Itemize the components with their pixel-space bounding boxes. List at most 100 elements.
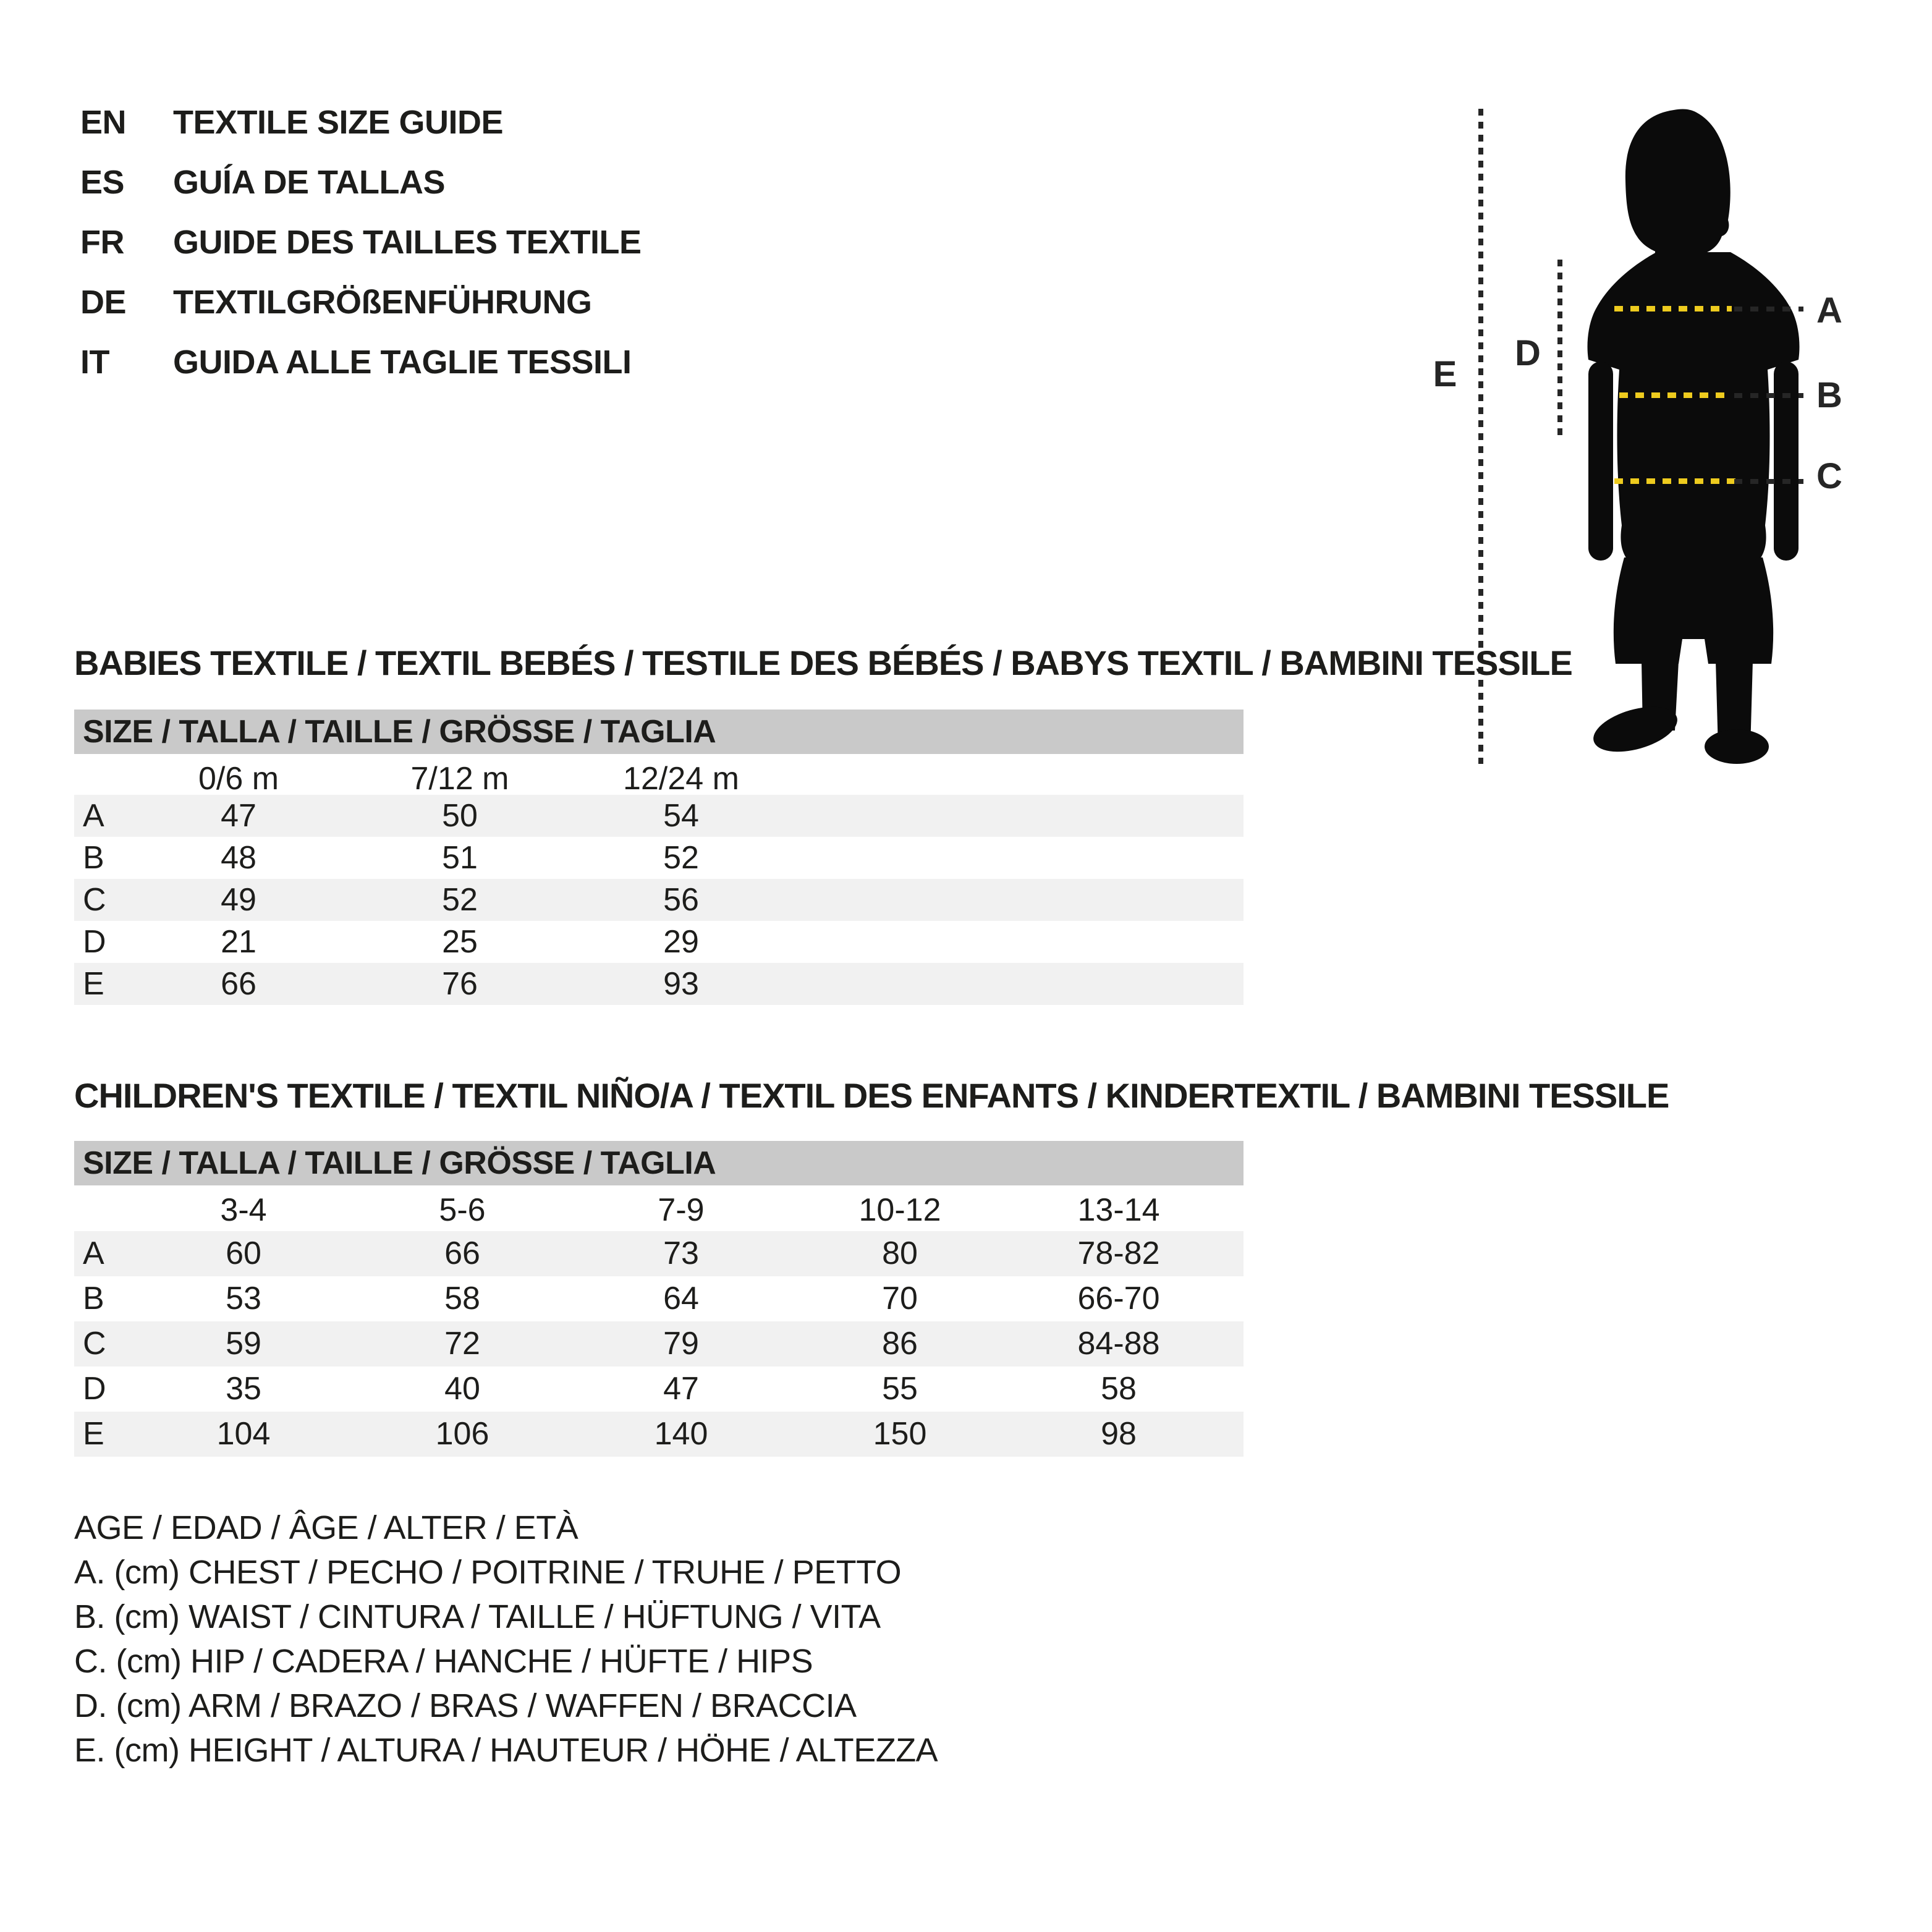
table-cell: 50	[442, 798, 478, 834]
row-label: B	[83, 1281, 104, 1316]
table-cell: 72	[444, 1326, 480, 1362]
table-row: E 66 76 93	[74, 963, 1244, 1005]
table-cell: 55	[882, 1371, 918, 1407]
row-label: D	[83, 924, 106, 960]
table-cell: 66	[444, 1235, 480, 1271]
table-cell: 59	[226, 1326, 261, 1362]
language-title: GUIDA ALLE TAGLIE TESSILI	[173, 344, 632, 381]
table-row: C 49 52 56	[74, 879, 1244, 921]
chest-measure-dash-black	[1734, 307, 1803, 311]
row-label: B	[83, 840, 104, 876]
legend-line-chest: A. (cm) CHEST / PECHO / POITRINE / TRUHE…	[74, 1554, 902, 1591]
table-cell: 40	[444, 1371, 480, 1407]
table-cell: 54	[663, 798, 699, 834]
table-cell: 150	[873, 1416, 927, 1452]
language-title: TEXTILGRÖßENFÜHRUNG	[173, 284, 592, 321]
language-code: FR	[80, 224, 124, 261]
table-cell: 64	[663, 1281, 699, 1316]
table-cell: 52	[663, 840, 699, 876]
language-title: GUÍA DE TALLAS	[173, 164, 445, 201]
measurement-legend: AGE / EDAD / ÂGE / ALTER / ETÀ A. (cm) C…	[74, 1506, 938, 1773]
table-cell: 60	[226, 1235, 261, 1271]
language-list: EN TEXTILE SIZE GUIDE ES GUÍA DE TALLAS FR…	[80, 93, 642, 392]
table-cell: 78-82	[1077, 1235, 1160, 1271]
marker-label-c: C	[1816, 456, 1842, 496]
language-row-de: DE TEXTILGRÖßENFÜHRUNG	[80, 273, 642, 333]
children-section-heading: CHILDREN'S TEXTILE / TEXTIL NIÑO/A / TEX…	[74, 1076, 1669, 1115]
table-cell: 86	[882, 1326, 918, 1362]
table-cell: 58	[444, 1281, 480, 1316]
silhouette-right-shoe	[1705, 729, 1769, 764]
babies-section-heading: BABIES TEXTILE / TEXTIL BEBÉS / TESTILE …	[74, 643, 1573, 682]
table-cell: 98	[1101, 1416, 1137, 1452]
table-cell: 84-88	[1077, 1326, 1160, 1362]
size-header-label: SIZE / TALLA / TAILLE / GRÖSSE / TAGLIA	[83, 1145, 716, 1181]
column-header: 13-14	[1077, 1192, 1160, 1228]
row-label: C	[83, 1326, 106, 1362]
table-cell: 73	[663, 1235, 699, 1271]
language-code: ES	[80, 164, 125, 201]
size-header-label: SIZE / TALLA / TAILLE / GRÖSSE / TAGLIA	[83, 714, 716, 750]
hip-measure-dash-yellow	[1614, 478, 1735, 484]
table-cell: 53	[226, 1281, 261, 1316]
table-cell: 76	[442, 966, 478, 1002]
table-row: A 47 50 54	[74, 795, 1244, 837]
row-label: E	[83, 966, 104, 1002]
hip-measure-dash-black	[1734, 479, 1803, 484]
table-cell: 106	[435, 1416, 489, 1452]
table-cell: 29	[663, 924, 699, 960]
chest-measure-dash-yellow	[1614, 306, 1732, 311]
legend-line-hip: C. (cm) HIP / CADERA / HANCHE / HÜFTE / …	[74, 1643, 813, 1680]
table-row: E 104 106 140 150 98	[74, 1412, 1244, 1457]
language-code: IT	[80, 344, 110, 381]
table-row: D 21 25 29	[74, 921, 1244, 963]
babies-size-header-bar: SIZE / TALLA / TAILLE / GRÖSSE / TAGLIA	[74, 710, 1244, 754]
row-label: A	[83, 1235, 104, 1271]
table-cell: 66	[221, 966, 256, 1002]
marker-label-a: A	[1816, 290, 1842, 331]
legend-line-waist: B. (cm) WAIST / CINTURA / TAILLE / HÜFTU…	[74, 1598, 881, 1635]
marker-label-b: B	[1816, 375, 1842, 415]
table-cell: 48	[221, 840, 256, 876]
column-header: 7-9	[658, 1192, 705, 1228]
table-cell: 66-70	[1077, 1281, 1160, 1316]
table-row: D 35 40 47 55 58	[74, 1366, 1244, 1412]
legend-line-arm: D. (cm) ARM / BRAZO / BRAS / WAFFEN / BR…	[74, 1687, 857, 1724]
column-header: 12/24 m	[623, 761, 739, 797]
table-cell: 140	[654, 1416, 708, 1452]
silhouette-shorts	[1613, 557, 1774, 664]
row-label: E	[83, 1416, 104, 1452]
table-cell: 56	[663, 882, 699, 918]
row-label: A	[83, 798, 104, 834]
marker-label-d: D	[1515, 333, 1541, 373]
language-title: GUIDE DES TAILLES TEXTILE	[173, 224, 642, 261]
language-code: EN	[80, 104, 127, 141]
language-code: DE	[80, 284, 127, 321]
table-cell: 79	[663, 1326, 699, 1362]
table-cell: 47	[663, 1371, 699, 1407]
child-silhouette-figure	[1587, 109, 1800, 764]
silhouette-shirt	[1587, 252, 1800, 559]
language-row-fr: FR GUIDE DES TAILLES TEXTILE	[80, 213, 642, 273]
marker-label-e: E	[1433, 354, 1457, 394]
row-label: D	[83, 1371, 106, 1407]
children-size-header-bar: SIZE / TALLA / TAILLE / GRÖSSE / TAGLIA	[74, 1141, 1244, 1185]
silhouette-left-arm	[1588, 362, 1613, 561]
language-title: TEXTILE SIZE GUIDE	[173, 104, 504, 141]
silhouette-right-arm	[1774, 362, 1799, 561]
table-row: A 60 66 73 80 78-82	[74, 1231, 1244, 1276]
column-header: 7/12 m	[410, 761, 509, 797]
table-cell: 93	[663, 966, 699, 1002]
table-row: B 53 58 64 70 66-70	[74, 1276, 1244, 1321]
table-cell: 104	[216, 1416, 271, 1452]
legend-line-age: AGE / EDAD / ÂGE / ALTER / ETÀ	[74, 1509, 578, 1546]
table-cell: 70	[882, 1281, 918, 1316]
table-cell: 52	[442, 882, 478, 918]
language-row-en: EN TEXTILE SIZE GUIDE	[80, 93, 642, 153]
language-row-es: ES GUÍA DE TALLAS	[80, 153, 642, 213]
table-cell: 35	[226, 1371, 261, 1407]
column-header: 3-4	[220, 1192, 267, 1228]
column-header: 5-6	[439, 1192, 486, 1228]
column-header: 0/6 m	[198, 761, 279, 797]
table-cell: 80	[882, 1235, 918, 1271]
